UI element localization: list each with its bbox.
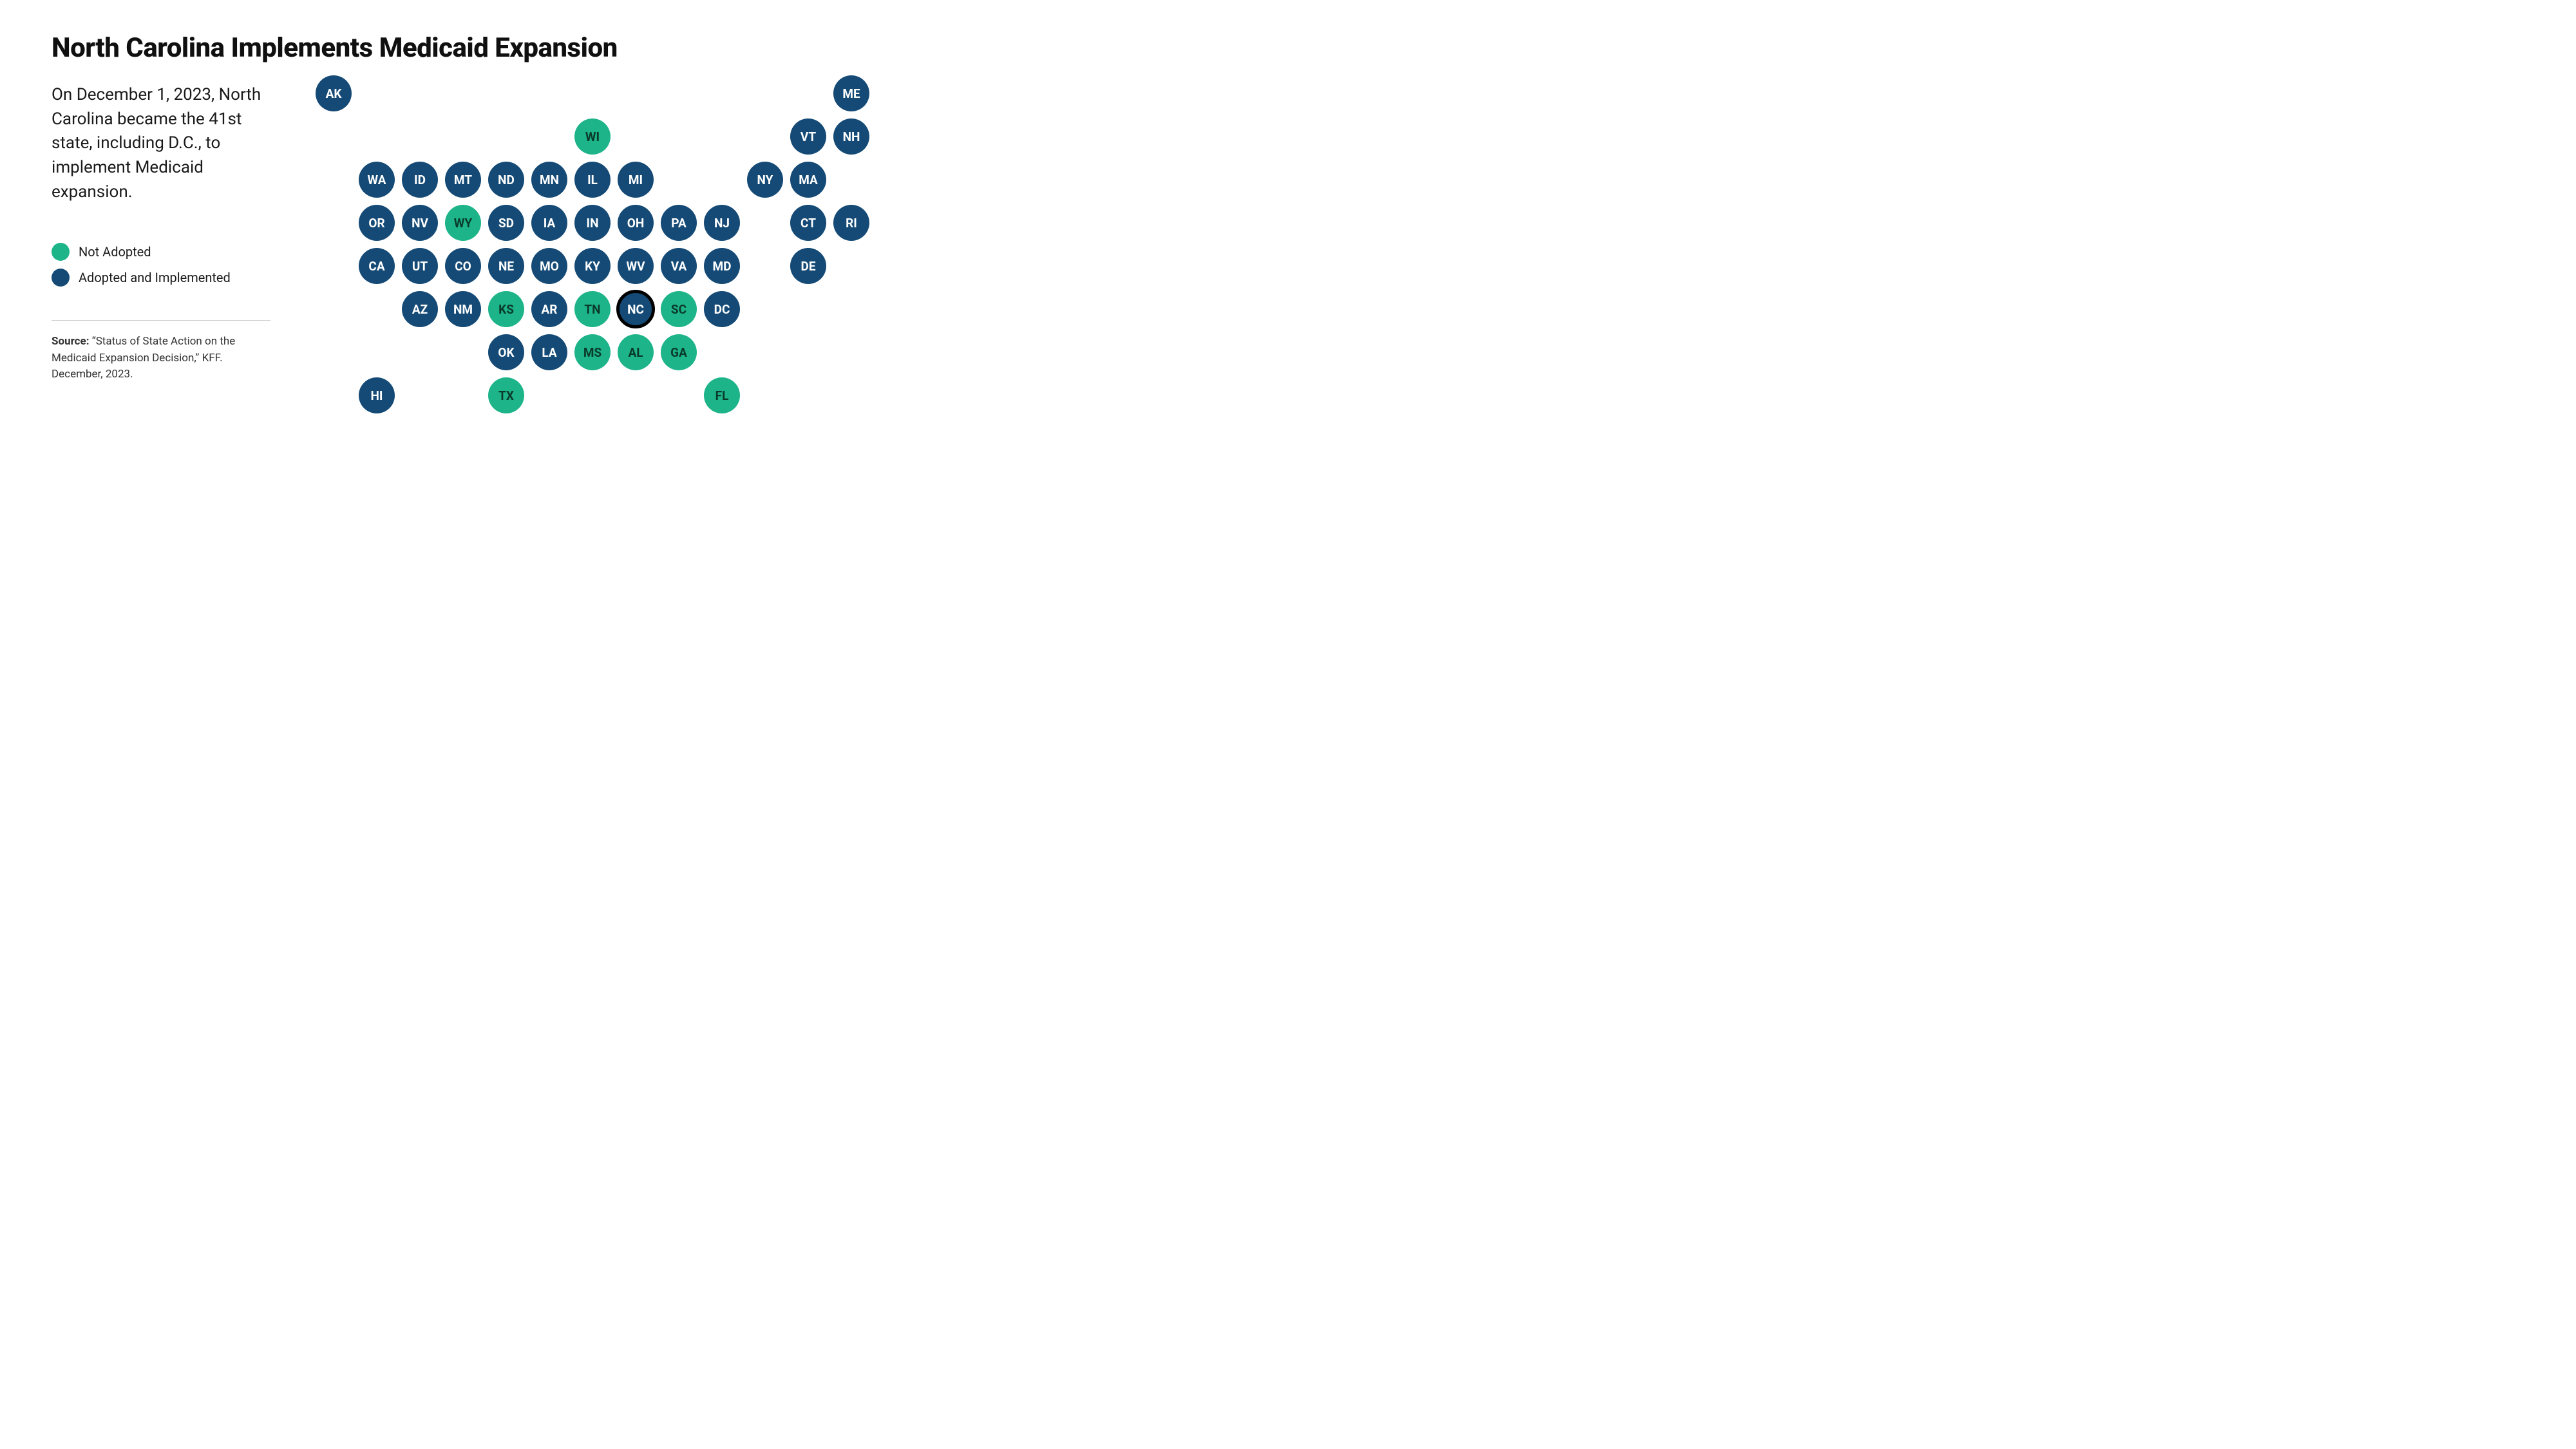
state-dc: DC [704,291,740,327]
legend-item-adopted: Adopted and Implemented [52,269,270,287]
state-tn: TN [574,291,611,327]
state-wi: WI [574,118,611,155]
state-in: IN [574,205,611,241]
state-la: LA [531,334,567,370]
state-oh: OH [618,205,654,241]
source-label: Source: [52,335,89,348]
state-tx: TX [488,377,524,413]
state-ak: AK [316,75,352,111]
description-text: On December 1, 2023, North Carolina beca… [52,83,270,204]
state-mi: MI [618,162,654,198]
state-sd: SD [488,205,524,241]
legend-item-not-adopted: Not Adopted [52,243,270,261]
state-wv: WV [618,248,654,284]
state-az: AZ [402,291,438,327]
state-sc: SC [661,291,697,327]
state-ks: KS [488,291,524,327]
content-row: On December 1, 2023, North Carolina beca… [52,83,889,496]
state-ma: MA [790,162,826,198]
state-co: CO [445,248,481,284]
state-nj: NJ [704,205,740,241]
page-title: North Carolina Implements Medicaid Expan… [52,32,889,64]
state-va: VA [661,248,697,284]
legend-swatch-not-adopted [52,243,70,261]
state-pa: PA [661,205,697,241]
state-ok: OK [488,334,524,370]
state-ri: RI [833,205,869,241]
state-al: AL [618,334,654,370]
state-mn: MN [531,162,567,198]
state-or: OR [359,205,395,241]
state-vt: VT [790,118,826,155]
divider [52,320,270,321]
state-ky: KY [574,248,611,284]
state-fl: FL [704,377,740,413]
state-ny: NY [747,162,783,198]
state-ct: CT [790,205,826,241]
state-ms: MS [574,334,611,370]
legend-label-not-adopted: Not Adopted [79,244,151,260]
state-ne: NE [488,248,524,284]
state-ia: IA [531,205,567,241]
state-nv: NV [402,205,438,241]
state-wa: WA [359,162,395,198]
state-nm: NM [445,291,481,327]
legend-label-adopted: Adopted and Implemented [79,270,231,285]
left-column: On December 1, 2023, North Carolina beca… [52,83,270,496]
legend: Not Adopted Adopted and Implemented [52,243,270,294]
state-id: ID [402,162,438,198]
legend-swatch-adopted [52,269,70,287]
state-nd: ND [488,162,524,198]
state-tile-map: AKMEWIVTNHWAIDMTNDMNILMINYMAORNVWYSDIAIN… [296,83,889,496]
state-md: MD [704,248,740,284]
state-de: DE [790,248,826,284]
state-mo: MO [531,248,567,284]
state-ga: GA [661,334,697,370]
state-wy: WY [445,205,481,241]
state-il: IL [574,162,611,198]
state-nh: NH [833,118,869,155]
state-hi: HI [359,377,395,413]
state-ar: AR [531,291,567,327]
state-nc: NC [618,291,654,327]
state-ut: UT [402,248,438,284]
state-ca: CA [359,248,395,284]
source-text: Source: “Status of State Action on the M… [52,334,270,383]
state-me: ME [833,75,869,111]
state-mt: MT [445,162,481,198]
